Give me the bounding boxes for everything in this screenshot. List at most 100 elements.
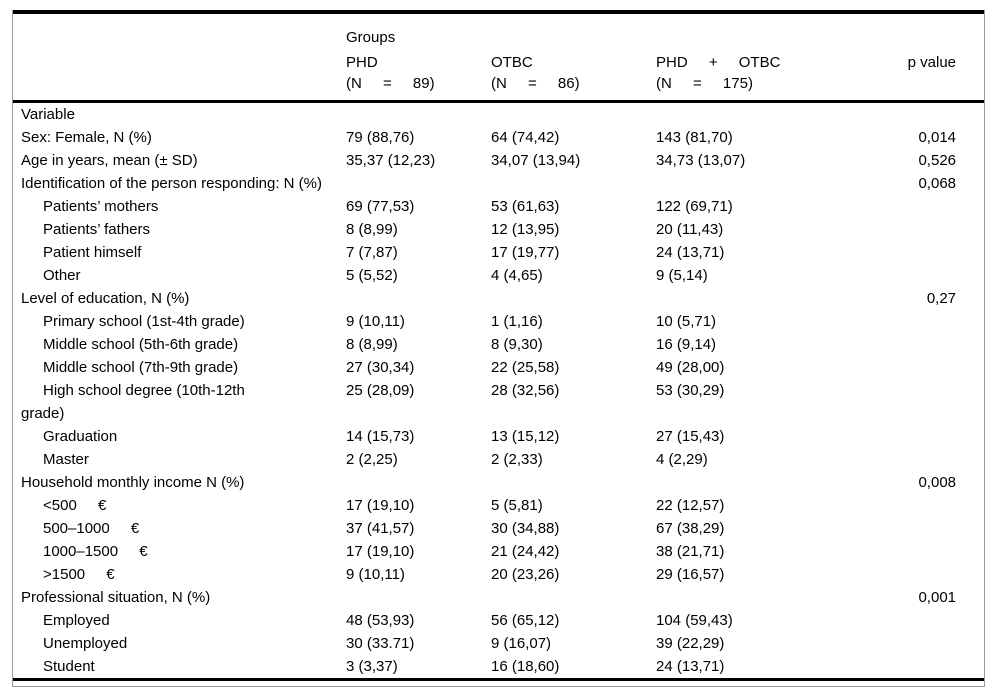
demographics-table-container: Groups PHD (N = 89) OTBC (N = 86) PHD + OT… <box>12 10 985 687</box>
variable-cell: Primary school (1st-4th grade) <box>43 313 245 330</box>
phd-cell: 30 (33.71) <box>346 635 415 652</box>
table-row: Master 2 (2,25) 2 (2,33) 4 (2,29) <box>13 448 984 471</box>
phd-cell: 9 (10,11) <box>346 313 405 330</box>
table-row: Other 5 (5,52) 4 (4,65) 9 (5,14) <box>13 264 984 287</box>
phd-cell: 79 (88,76) <box>346 129 415 146</box>
otbc-cell: 1 (1,16) <box>491 313 543 330</box>
table-row: Professional situation, N (%) 0,001 <box>13 586 984 609</box>
otbc-cell: 5 (5,81) <box>491 497 543 514</box>
p-value-cell: 0,001 <box>918 589 957 606</box>
table-row: Primary school (1st-4th grade) 9 (10,11)… <box>13 310 984 333</box>
variable-cell: Patients’ mothers <box>43 198 159 215</box>
p-value-cell <box>906 655 985 681</box>
variable-cell: Age in years, mean (± SD) <box>21 152 198 169</box>
variable-cell: Patient himself <box>43 244 142 261</box>
otbc-cell: 30 (34,88) <box>491 520 560 537</box>
variable-cell: Household monthly income N (%) <box>21 474 245 491</box>
column-names-row: PHD (N = 89) OTBC (N = 86) PHD + OTBC (N = … <box>13 50 985 103</box>
p-value-cell <box>906 609 984 632</box>
otbc-cell: 8 (9,30) <box>491 336 543 353</box>
phd-cell: 14 (15,73) <box>346 428 415 445</box>
variable-cell: 1000–1500 € <box>43 543 148 560</box>
table-row: 500–1000 € 37 (41,57) 30 (34,88) 67 (38,… <box>13 517 984 540</box>
empty-header-cell <box>13 12 346 50</box>
p-value-cell <box>906 241 984 264</box>
table-row: >1500 € 9 (10,11) 20 (23,26) 29 (16,57) <box>13 563 984 586</box>
otbc-cell: 22 (25,58) <box>491 359 560 376</box>
combined-cell: 39 (22,29) <box>656 635 725 652</box>
table-row: High school degree (10th-12th grade) 25 … <box>13 379 984 425</box>
phd-cell: 3 (3,37) <box>346 655 491 681</box>
combined-cell: 16 (9,14) <box>656 336 717 353</box>
table-row: Middle school (5th-6th grade) 8 (8,99) 8… <box>13 333 984 356</box>
otbc-cell: 56 (65,12) <box>491 612 560 629</box>
table-body: Variable Sex: Female, N (%) 79 (88,76) 6… <box>13 102 985 681</box>
table-row: Identification of the person responding:… <box>13 172 984 195</box>
otbc-cell: 2 (2,33) <box>491 451 543 468</box>
variable-cell: Employed <box>43 612 110 629</box>
otbc-cell: 16 (18,60) <box>491 655 656 681</box>
table-row: Patients’ mothers 69 (77,53) 53 (61,63) … <box>13 195 984 218</box>
column-header-otbc: OTBC (N = 86) <box>491 50 656 103</box>
p-value-cell <box>906 448 984 471</box>
table-row: Patient himself 7 (7,87) 17 (19,77) 24 (… <box>13 241 984 264</box>
combined-cell: 122 (69,71) <box>656 198 733 215</box>
variable-cell: Unemployed <box>43 635 128 652</box>
table-row: Student 3 (3,37) 16 (18,60) 24 (13,71) <box>13 655 985 681</box>
phd-otbc-n: (N = 175) <box>656 75 753 92</box>
combined-cell: 34,73 (13,07) <box>656 152 746 169</box>
p-value-cell <box>906 425 984 448</box>
otbc-cell: 20 (23,26) <box>491 566 560 583</box>
phd-cell: 17 (19,10) <box>346 543 415 560</box>
phd-cell: 9 (10,11) <box>346 566 405 583</box>
phd-cell: 8 (8,99) <box>346 221 398 238</box>
variable-cell: 500–1000 € <box>43 520 140 537</box>
p-value-cell <box>906 517 984 540</box>
otbc-cell: 53 (61,63) <box>491 198 560 215</box>
p-value-cell <box>906 494 984 517</box>
variable-cell: Middle school (7th-9th grade) <box>43 359 239 376</box>
phd-cell <box>346 586 491 609</box>
phd-cell <box>346 471 491 494</box>
combined-cell: 10 (5,71) <box>656 313 717 330</box>
variable-cell: Professional situation, N (%) <box>21 589 211 606</box>
phd-cell: 7 (7,87) <box>346 244 398 261</box>
p-value-cell <box>906 310 984 333</box>
combined-cell <box>656 586 906 609</box>
combined-cell <box>656 102 906 127</box>
phd-cell: 8 (8,99) <box>346 336 398 353</box>
combined-cell <box>656 172 906 195</box>
combined-cell: 67 (38,29) <box>656 520 725 537</box>
variable-header-cell: Variable <box>21 106 75 123</box>
combined-cell: 24 (13,71) <box>656 655 906 681</box>
otbc-cell: 4 (4,65) <box>491 267 543 284</box>
phd-cell: 2 (2,25) <box>346 451 398 468</box>
table-row: Sex: Female, N (%) 79 (88,76) 64 (74,42)… <box>13 126 984 149</box>
groups-header-row: Groups <box>13 12 984 50</box>
variable-cell: Master <box>43 451 89 468</box>
variable-label-row: Variable <box>13 102 984 127</box>
phd-cell <box>346 287 491 310</box>
otbc-name: OTBC <box>491 54 533 71</box>
combined-cell <box>656 287 906 310</box>
phd-cell: 48 (53,93) <box>346 612 415 629</box>
otbc-cell <box>491 102 656 127</box>
column-header-p-value: p value <box>906 50 985 103</box>
phd-cell: 25 (28,09) <box>346 382 415 399</box>
table-row: Age in years, mean (± SD) 35,37 (12,23) … <box>13 149 984 172</box>
phd-otbc-name: PHD + OTBC <box>656 54 781 71</box>
phd-cell: 27 (30,34) <box>346 359 415 376</box>
variable-cell: Level of education, N (%) <box>21 290 190 307</box>
table-row: Employed 48 (53,93) 56 (65,12) 104 (59,4… <box>13 609 984 632</box>
phd-cell: 69 (77,53) <box>346 198 415 215</box>
combined-cell: 20 (11,43) <box>656 221 724 238</box>
variable-cell: High school degree (10th-12th grade) <box>21 382 245 422</box>
otbc-cell: 13 (15,12) <box>491 428 560 445</box>
otbc-cell: 64 (74,42) <box>491 129 560 146</box>
phd-cell: 37 (41,57) <box>346 520 415 537</box>
otbc-cell: 21 (24,42) <box>491 543 560 560</box>
otbc-n: (N = 86) <box>491 75 580 92</box>
table-row: 1000–1500 € 17 (19,10) 21 (24,42) 38 (21… <box>13 540 984 563</box>
column-header-phd-otbc: PHD + OTBC (N = 175) <box>656 50 906 103</box>
p-value-cell <box>906 102 984 127</box>
